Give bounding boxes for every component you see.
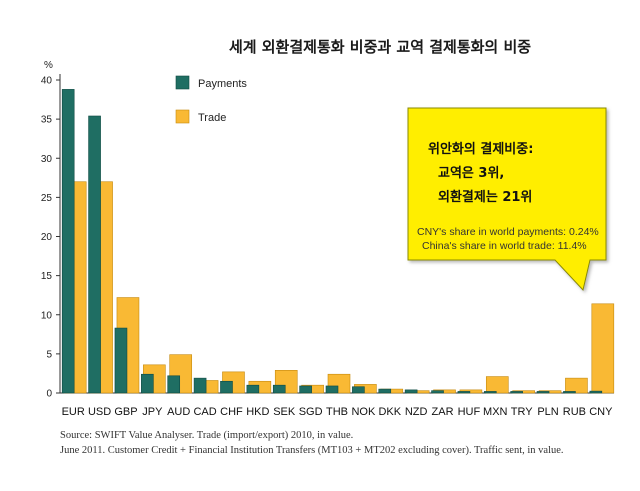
bar-payments [220, 380, 233, 394]
bar-payments [167, 375, 181, 394]
bar-payments [193, 377, 207, 394]
x-tick-label: PLN [537, 406, 558, 418]
y-tick-label: 5 [46, 349, 52, 360]
y-tick-label: 10 [41, 310, 53, 321]
legend-label: Trade [198, 112, 226, 124]
bar-payments [88, 115, 101, 394]
callout-line-payments: 외환결제는 21위 [438, 190, 533, 205]
x-tick-label: SEK [273, 406, 296, 418]
bar-payments [299, 385, 312, 394]
x-tick-label: CNY [589, 406, 613, 418]
x-tick-label: ZAR [432, 406, 454, 418]
bar-payments [404, 389, 418, 394]
bar-payments [431, 390, 444, 394]
callout-note-payments: CNY's share in world payments: 0.24% [417, 226, 599, 238]
bar-trade [565, 377, 588, 394]
x-tick-label: GBP [114, 406, 137, 418]
y-tick-label: 25 [41, 193, 53, 204]
callout-heading: 위안화의 결제비중: [428, 142, 534, 157]
x-tick-label: NZD [405, 406, 428, 418]
bar-payments [325, 385, 339, 394]
x-tick-label: JPY [142, 406, 163, 418]
bar-payments [141, 373, 154, 394]
bar-payments [61, 89, 75, 394]
x-tick-label: SGD [299, 406, 323, 418]
y-tick-label: 20 [41, 232, 53, 243]
bar-trade [485, 376, 509, 394]
y-tick-label: 0 [46, 389, 52, 400]
bar-payments [483, 391, 497, 394]
callout-note-trade: China's share in world trade: 11.4% [422, 240, 587, 252]
x-tick-label: RUB [563, 406, 586, 418]
legend-swatch [175, 75, 190, 90]
bar-payments [272, 384, 286, 394]
bar-payments [536, 391, 550, 394]
bar-payments [378, 388, 392, 394]
legend-swatch [175, 109, 190, 124]
x-tick-label: AUD [167, 406, 190, 418]
y-tick-label: 30 [41, 154, 53, 165]
x-tick-label: EUR [62, 406, 85, 418]
x-tick-label: USD [88, 406, 111, 418]
bar-trade [591, 303, 615, 394]
x-tick-label: MXN [483, 406, 508, 418]
x-tick-label: DKK [378, 406, 401, 418]
bar-payments [510, 391, 523, 394]
x-tick-label: NOK [351, 406, 376, 418]
y-tick-label: 15 [41, 271, 53, 282]
chart-title: 세계 외환결제통화 비중과 교역 결제통화의 비중 [228, 38, 532, 56]
x-tick-label: HKD [246, 406, 269, 418]
y-axis-label: % [44, 60, 53, 71]
bar-payments [457, 391, 471, 394]
source-line-2: June 2011. Customer Credit + Financial I… [60, 445, 564, 456]
y-tick-label: 35 [41, 115, 53, 126]
source-line-1: Source: SWIFT Value Analyser. Trade (imp… [60, 430, 354, 441]
y-tick-label: 40 [41, 76, 53, 87]
bar-payments [352, 386, 365, 394]
bar-payments [589, 390, 603, 394]
legend-label: Payments [198, 78, 247, 90]
bar-payments [563, 391, 576, 394]
bar-payments [114, 327, 128, 394]
x-tick-label: HUF [458, 406, 481, 418]
x-tick-label: CHF [220, 406, 243, 418]
callout-line-trade: 교역은 3위, [438, 166, 505, 181]
x-tick-label: TRY [511, 406, 533, 418]
x-tick-label: THB [326, 406, 348, 418]
x-tick-label: CAD [193, 406, 216, 418]
bar-payments [246, 384, 260, 394]
